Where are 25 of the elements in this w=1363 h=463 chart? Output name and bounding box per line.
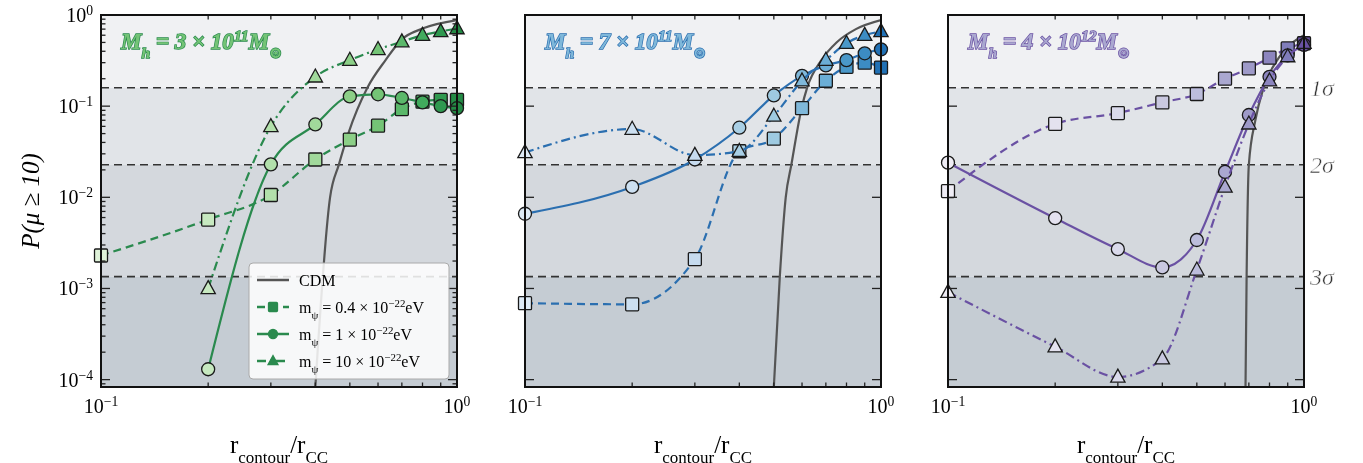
text: M$_{h}$ = 7 × 10$^{11}$M$_{⊙}$	[544, 26, 707, 61]
x-tick-label: 10$^{−1}$	[83, 393, 119, 417]
y-tick-label: 10$^{−3}$	[58, 275, 94, 300]
text: M$_{h}$ = 3 × 10$^{11}$M$_{⊙}$	[120, 26, 283, 61]
y-tick-label: 10$^{−2}$	[58, 184, 94, 209]
y-tick-label: 10$^{0}$	[66, 2, 94, 26]
y-tick-label: 10$^{−4}$	[58, 367, 94, 391]
y-axis-title: P(μ ≥ 10)	[17, 153, 45, 250]
ref-line-label: 1σ	[1310, 74, 1335, 101]
legend-label: CDM	[299, 272, 336, 289]
legend-label: m$_{ψ}$ = 0.4 × 10$^{−22}$eV	[299, 297, 425, 321]
legend-label: m$_{ψ}$ = 10 × 10$^{−22}$eV	[299, 351, 421, 375]
text: M$_{h}$ = 4 × 10$^{12}$M$_{⊙}$	[967, 26, 1131, 61]
ref-line-label: 2σ	[1310, 151, 1335, 178]
x-axis-title: r$_{contour}$/r$_{CC}$	[229, 431, 329, 463]
x-tick-label: 10$^{−1}$	[930, 393, 966, 417]
ref-line-label: 3σ	[1309, 263, 1335, 290]
x-tick-label: 10$^{−1}$	[507, 393, 543, 417]
y-tick-label: 10$^{−1}$	[58, 93, 93, 118]
x-tick-label: 10$^{0}$	[867, 393, 895, 417]
x-tick-label: 10$^{0}$	[1290, 393, 1318, 417]
x-axis-title: r$_{contour}$/r$_{CC}$	[653, 431, 753, 463]
legend-label: m$_{ψ}$ = 1 × 10$^{−22}$eV	[299, 324, 413, 348]
x-tick-label: 10$^{0}$	[443, 393, 471, 417]
x-axis-title: r$_{contour}$/r$_{CC}$	[1076, 431, 1176, 463]
